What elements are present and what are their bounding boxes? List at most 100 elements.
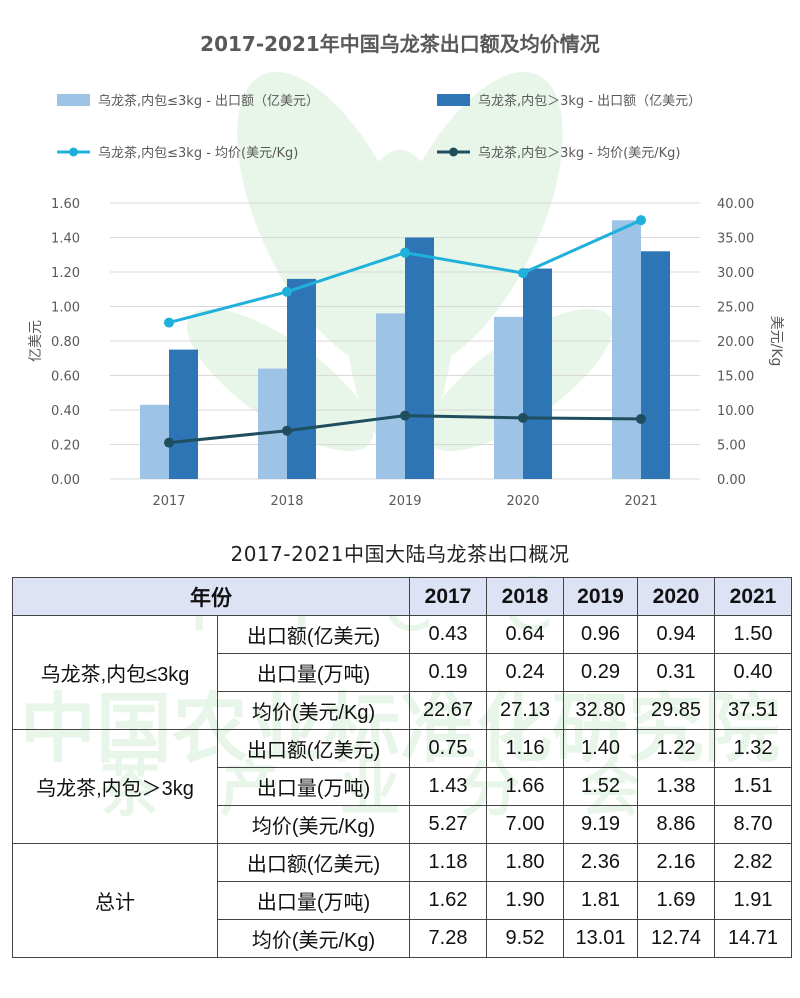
bar-le3kg [494,316,523,479]
y-left-tick: 1.60 [51,197,80,212]
x-tick: 2018 [270,494,303,509]
value-cell: 1.62 [409,881,487,920]
value-cell: 0.43 [409,615,487,654]
value-cell: 1.91 [714,881,792,920]
value-cell: 0.96 [563,615,638,654]
bar-le3kg [376,313,405,479]
line-point [164,317,174,328]
value-cell: 1.22 [637,729,715,768]
table-row: 总计 出口额(亿美元) 1.18 1.80 2.36 2.16 2.82 [12,843,792,958]
value-cell: 0.64 [486,615,564,654]
value-cell: 0.40 [714,653,792,692]
bar-gt3kg [287,278,316,479]
value-cell: 1.38 [637,767,715,806]
table-row: 均价(美元/Kg) 22.67 27.13 32.80 29.85 37.51 [13,691,792,730]
line-point [636,413,646,424]
value-cell: 32.80 [563,691,638,730]
y-axis-right-label: 美元/Kg [768,316,784,367]
line-point [282,425,292,436]
y-right-tick: 25.00 [717,301,754,316]
header-year: 2019 [563,577,638,616]
legend-label: 乌龙茶,内包≤3kg - 出口额（亿美元） [98,93,319,109]
chart-svg: 乌龙茶,内包≤3kg - 出口额（亿美元） 乌龙茶,内包＞3kg - 出口额（亿美… [28,93,784,509]
bar-gt3kg [405,237,434,479]
group-label: 乌龙茶,内包≤3kg [12,615,218,730]
table-row: 出口量(万吨) 1.62 1.90 1.81 1.69 1.91 [13,881,792,920]
axis-ticks: 0.00 0.20 0.40 0.60 0.80 1.00 1.20 1.40 1.60 0.00… [51,197,754,509]
line-point [400,247,410,258]
line-point [518,412,528,423]
group-label: 总计 [12,843,218,958]
metric-label: 出口额(亿美元) [217,843,410,882]
value-cell: 1.81 [563,881,638,920]
value-cell: 29.85 [637,691,715,730]
metric-label: 出口量(万吨) [217,653,410,692]
bar-le3kg [612,220,641,479]
y-left-tick: 0.80 [51,335,80,350]
legend: 乌龙茶,内包≤3kg - 出口额（亿美元） 乌龙茶,内包＞3kg - 出口额（亿美… [57,93,701,161]
table-row: 乌龙茶,内包＞3kg 出口额(亿美元) 0.75 1.16 1.40 1.22 1.32 [12,729,792,844]
y-right-tick: 10.00 [717,404,754,419]
table-row: 乌龙茶,内包≤3kg 出口额(亿美元) 0.43 0.64 0.96 0.94 1.50 [12,615,792,730]
table-title: 2017-2021中国大陆乌龙茶出口概况 [230,542,570,566]
legend-label: 乌龙茶,内包≤3kg - 均价(美元/Kg) [98,145,298,161]
value-cell: 1.16 [486,729,564,768]
value-cell: 0.75 [409,729,487,768]
group-label: 乌龙茶,内包＞3kg [12,729,218,844]
value-cell: 9.19 [563,805,638,844]
value-cell: 1.32 [714,729,792,768]
y-left-tick: 1.40 [51,232,80,247]
value-cell: 7.28 [409,919,487,958]
y-left-tick: 0.20 [51,439,80,454]
bar-gt3kg [523,268,552,479]
line-point [164,437,174,448]
value-cell: 0.31 [637,653,715,692]
value-cell: 8.70 [714,805,792,844]
metric-label: 均价(美元/Kg) [217,691,410,730]
header-year: 2020 [637,577,715,616]
legend-swatch [437,94,470,106]
metric-label: 出口额(亿美元) [217,615,410,654]
bars [140,220,670,479]
y-left-tick: 0.60 [51,370,80,385]
value-cell: 0.24 [486,653,564,692]
value-cell: 0.19 [409,653,487,692]
metric-label: 出口量(万吨) [217,767,410,806]
bar-gt3kg [641,251,670,479]
header-year: 2021 [714,577,792,616]
value-cell: 27.13 [486,691,564,730]
y-right-tick: 5.00 [717,439,746,454]
value-cell: 5.27 [409,805,487,844]
x-tick: 2020 [506,494,539,509]
y-left-tick: 1.20 [51,266,80,281]
value-cell: 1.80 [486,843,564,882]
value-cell: 1.90 [486,881,564,920]
metric-label: 均价(美元/Kg) [217,805,410,844]
header-year: 2017 [409,577,487,616]
export-table: 年份 2017 2018 2019 2020 2021 乌龙茶,内包≤3kg 出口… [12,577,792,958]
line-point [282,286,292,297]
value-cell: 22.67 [409,691,487,730]
y-right-tick: 0.00 [717,473,746,488]
value-cell: 0.94 [637,615,715,654]
legend-swatch [57,94,90,106]
y-left-tick: 0.40 [51,404,80,419]
value-cell: 7.00 [486,805,564,844]
x-tick: 2017 [152,494,185,509]
value-cell: 14.71 [714,919,792,958]
legend-marker [69,147,78,157]
legend-marker [449,147,458,157]
y-left-tick: 1.00 [51,301,80,316]
y-right-tick: 35.00 [717,232,754,247]
y-right-tick: 15.00 [717,370,754,385]
y-left-tick: 0.00 [51,473,80,488]
chart-area: 2017-2021年中国乌龙茶出口额及均价情况 乌龙茶,内包≤3kg - 出口额… [28,32,784,509]
table-header-row: 年份 2017 2018 2019 2020 2021 [12,577,792,616]
value-cell: 1.43 [409,767,487,806]
value-cell: 2.82 [714,843,792,882]
value-cell: 1.52 [563,767,638,806]
header-year-label: 年份 [12,577,410,616]
value-cell: 0.29 [563,653,638,692]
metric-label: 均价(美元/Kg) [217,919,410,958]
header-year: 2018 [486,577,564,616]
